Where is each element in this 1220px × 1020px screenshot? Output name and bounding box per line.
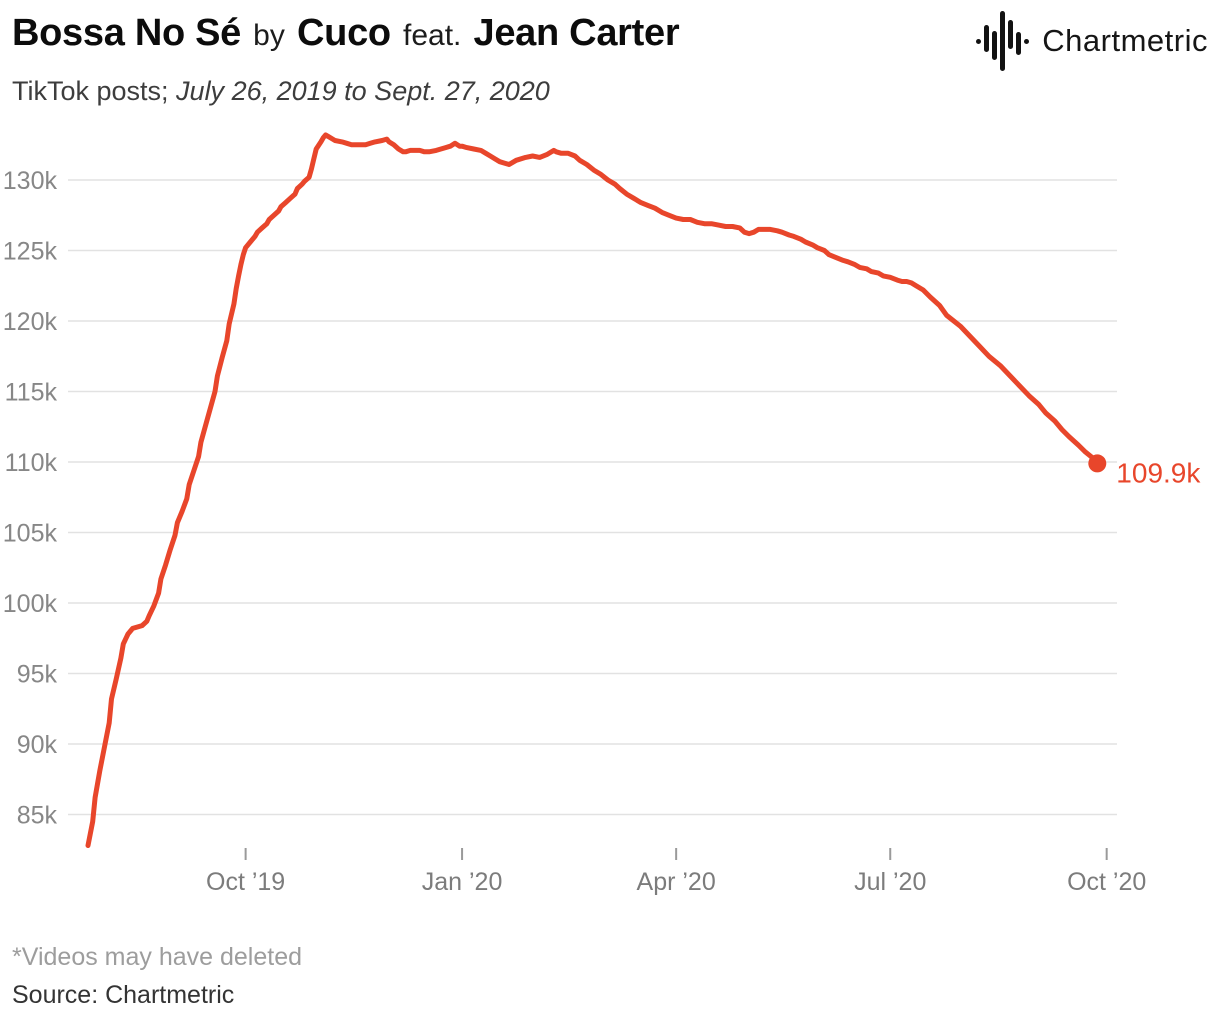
y-axis-tick-label: 115k	[5, 379, 58, 407]
chartmetric-logo: Chartmetric	[976, 8, 1208, 74]
series-end-dot	[1088, 454, 1107, 473]
subtitle-metric: TikTok posts;	[12, 76, 177, 106]
y-axis-tick-label: 90k	[17, 731, 58, 759]
y-axis-tick-label: 85k	[17, 802, 58, 830]
y-axis-labels: 130k 125k 120k 115k 110k 105k 100k 95k 90k 85k	[3, 167, 58, 830]
y-axis-tick-label: 110k	[5, 449, 58, 477]
y-axis-tick-label: 95k	[17, 661, 58, 689]
by-label: by	[253, 19, 285, 52]
y-axis-tick-label: 125k	[3, 238, 58, 266]
featured-artist-name: Jean Carter	[473, 12, 680, 54]
chart-subtitle: TikTok posts; July 26, 2019 to Sept. 27,…	[12, 76, 550, 107]
artist-name: Cuco	[297, 12, 391, 54]
x-axis-tick-label: Oct ’19	[206, 868, 285, 896]
chart-footnote: *Videos may have deleted	[12, 943, 303, 971]
chart-source: Source: Chartmetric	[12, 981, 235, 1009]
x-axis-tick-label: Apr ’20	[637, 868, 716, 896]
series-end-value-label: 109.9k	[1116, 457, 1201, 488]
feat-label: feat.	[402, 19, 462, 52]
x-axis-labels: Oct ’19 Jan ’20 Apr ’20 Jul ’20 Oct ’20	[206, 848, 1146, 896]
y-axis-tick-label: 100k	[3, 590, 58, 618]
brand-name: Chartmetric	[1042, 23, 1208, 58]
tiktok-posts-line	[85, 132, 1100, 848]
x-axis-tick-label: Jan ’20	[422, 868, 503, 896]
y-axis-tick-label: 130k	[3, 167, 58, 195]
subtitle-date-range: July 26, 2019 to Sept. 27, 2020	[176, 76, 550, 106]
y-axis-tick-label: 105k	[3, 520, 58, 548]
waveform-icon	[976, 8, 1030, 74]
page-title: Bossa No Sé by Cuco feat. Jean Carter	[12, 12, 680, 55]
y-axis-tick-label: 120k	[3, 308, 58, 336]
x-axis-tick-label: Jul ’20	[854, 868, 926, 896]
x-axis-tick-label: Oct ’20	[1067, 868, 1146, 896]
song-title: Bossa No Sé	[12, 12, 242, 54]
gridlines	[68, 179, 1117, 816]
